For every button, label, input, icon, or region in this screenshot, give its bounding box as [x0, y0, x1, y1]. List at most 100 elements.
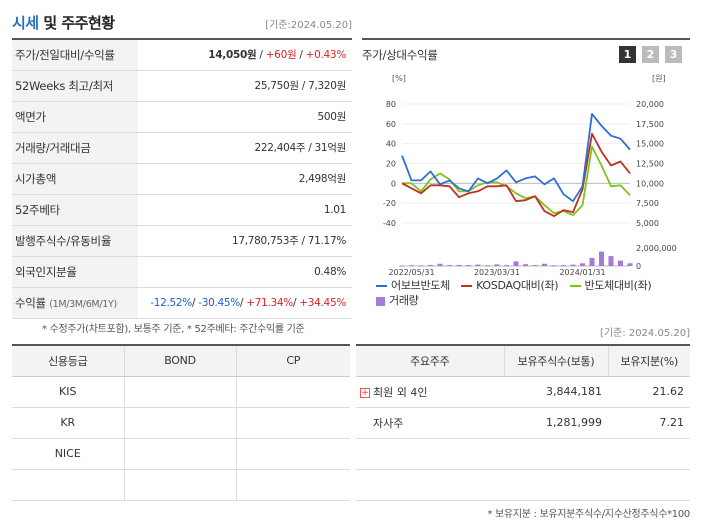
price-row: 거래량/거래대금 222,404주 / 31억원: [12, 132, 352, 164]
table-row: [356, 438, 690, 470]
volume-bar: [418, 265, 424, 267]
cp-rating: [235, 438, 350, 470]
bond-rating: [123, 376, 236, 408]
price-row: 외국인지분율 0.48%: [12, 256, 352, 288]
shareholder-name: [356, 438, 504, 470]
legend-swatch: [569, 285, 581, 287]
left-axis-unit: [%]: [392, 74, 406, 83]
legend-label: 반도체대비(좌): [584, 279, 652, 292]
right-axis-unit: [원]: [652, 74, 666, 83]
expand-plus-icon[interactable]: +: [360, 387, 370, 398]
right-tick-label: 17,500: [636, 120, 664, 129]
volume-bar: [551, 265, 557, 267]
legend-swatch: [376, 285, 387, 287]
left-tick-label: 80: [386, 100, 396, 109]
volume-bar: [617, 260, 624, 266]
table-row: [356, 469, 690, 501]
column-header: 주요주주: [356, 344, 504, 377]
legend-item: KOSDAQ대비(좌): [461, 278, 559, 293]
section-header: 시세 및 주주현황 [기준:2024.05.20]: [12, 8, 352, 34]
legend-label: 거래량: [389, 294, 419, 307]
chart-tab-1[interactable]: 1: [619, 46, 636, 63]
left-tick-label: -40: [383, 219, 396, 228]
volume-bar: [532, 265, 538, 267]
price-value: 17,780,753주 / 71.17%: [138, 225, 352, 257]
shareholder-name: [356, 469, 504, 501]
left-tick-label: 20: [386, 160, 396, 169]
cp-rating: [235, 469, 350, 501]
price-info-table: 주가/전일대비/수익률 14,050원 / +60원 / +0.43% 52We…: [12, 38, 352, 319]
price-change: +60원: [265, 49, 297, 62]
price-row: 액면가 500원: [12, 101, 352, 133]
chart-tab-2[interactable]: 2: [642, 46, 659, 63]
volume-bar: [579, 263, 586, 266]
legend-item: 어보브반도체: [376, 278, 450, 293]
shareholder-footnote: * 보유지분 : 보유지분주식수/지수산정주식수*100: [487, 509, 690, 520]
volume-bar: [465, 265, 472, 267]
legend-item: 거래량: [376, 293, 419, 308]
base-date-note-2: [기준: 2024.05.20]: [599, 328, 690, 339]
legend-label: 어보브반도체: [391, 279, 450, 292]
table-row: [12, 469, 350, 501]
left-tick-label: -20: [383, 199, 396, 208]
legend-label: KOSDAQ대비(좌): [476, 279, 559, 292]
chart-tabs: 1 2 3: [619, 46, 682, 63]
chart-legend: 어보브반도체 KOSDAQ대비(좌) 반도체대비(좌) 거래량: [376, 278, 686, 308]
shares-held: [504, 469, 608, 501]
price-value: 500원: [138, 101, 352, 133]
rating-agency: KR: [12, 407, 124, 439]
price-row: 52Weeks 최고/최저 25,750원 / 7,320원: [12, 70, 352, 102]
relative-return-chart: [%] [원] 80 20,000 60 17,500 40 15,000 20 12,500 0 1…: [383, 74, 677, 276]
table-row: KR: [12, 407, 350, 439]
price-row: 시가총액 2,498억원: [12, 163, 352, 195]
volume-bar: [437, 263, 443, 266]
shares-held: 1,281,999: [504, 407, 608, 439]
volume-bar: [446, 265, 453, 267]
price-value: 222,404주 / 31억원: [138, 132, 352, 164]
chart-title: 주가/상대수익률: [362, 48, 438, 62]
table-header-row: 주요주주 보유주식수(보통) 보유지분(%): [356, 344, 690, 377]
rating-agency: KIS: [12, 376, 124, 408]
volume-bar: [570, 264, 576, 266]
table-row: 자사주 1,281,999 7.21: [356, 407, 690, 439]
price-footnote: * 수정주가(차트포함), 보통주 기준, * 52주베타: 주간수익률 기준: [42, 324, 305, 335]
page-title: 시세 및 주주현황: [12, 12, 115, 33]
price-value: 2,498억원: [138, 163, 352, 195]
volume-bar: [513, 261, 519, 266]
legend-swatch: [461, 285, 473, 287]
shareholder-name: 자사주: [373, 416, 404, 430]
series-line: [401, 132, 631, 218]
price-row: 주가/전일대비/수익률 14,050원 / +60원 / +0.43%: [12, 38, 352, 71]
major-shareholders-table: 주요주주 보유주식수(보통) 보유지분(%) + 최원 외 4인 3,844,18…: [356, 344, 690, 501]
price-value: -12.52%/ -30.45%/ +71.34%/ +34.45%: [138, 287, 352, 319]
shareholder-name-cell: 자사주: [356, 407, 504, 439]
price-label: 주가/전일대비/수익률: [12, 38, 138, 71]
price-label: 거래량/거래대금: [12, 132, 138, 164]
price-value: 0.48%: [138, 256, 352, 288]
title-rest: 및 주주현황: [38, 14, 115, 32]
price-value: 25,750원 / 7,320원: [138, 70, 352, 102]
volume-bar: [484, 265, 491, 267]
volume-bar: [541, 263, 548, 266]
volume-bar: [522, 264, 529, 266]
price-value: 1.01: [138, 194, 352, 226]
legend-item: 반도체대비(좌): [569, 278, 652, 293]
chart-tab-3[interactable]: 3: [665, 46, 682, 63]
column-header: BOND: [123, 344, 236, 377]
credit-rating-table: 신용등급 BOND CP KIS KR NICE: [12, 344, 350, 501]
chart-panel: 주가/상대수익률 1 2 3 [%] [원] 80 20,000 60 17,500 40 1…: [362, 38, 690, 310]
ownership-pct: [608, 469, 690, 501]
left-tick-label: 60: [386, 120, 396, 129]
price-label: 시가총액: [12, 163, 138, 195]
base-date-note: [기준:2024.05.20]: [265, 20, 352, 31]
volume-bar: [399, 265, 405, 267]
series-line: [402, 145, 631, 217]
return-label: 수익률: [15, 295, 46, 310]
volume-bar: [598, 251, 605, 266]
title-accent: 시세: [12, 14, 39, 32]
legend-swatch: [376, 296, 385, 306]
cp-rating: [235, 407, 350, 439]
volume-bar: [456, 264, 462, 266]
price-change-rate: +0.43%: [305, 49, 347, 62]
right-tick-label: 7,500: [636, 199, 659, 208]
